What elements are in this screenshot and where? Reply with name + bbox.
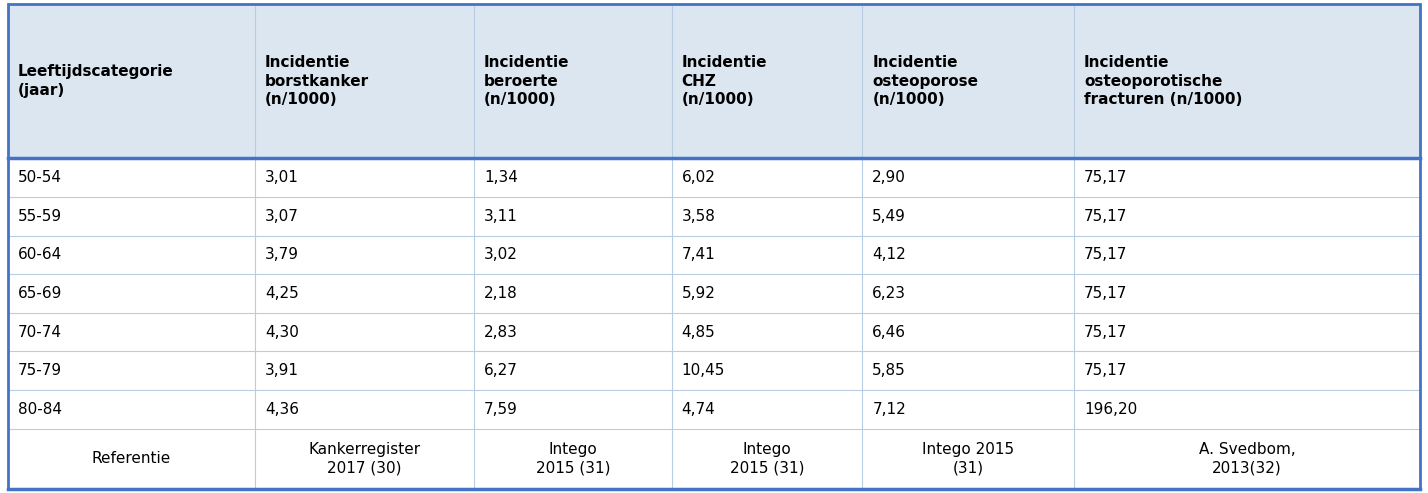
- Text: Incidentie
osteoporotische
fracturen (n/1000): Incidentie osteoporotische fracturen (n/…: [1084, 55, 1242, 107]
- Text: Incidentie
borstkanker
(n/1000): Incidentie borstkanker (n/1000): [266, 55, 370, 107]
- Text: 75,17: 75,17: [1084, 170, 1128, 185]
- Text: 6,02: 6,02: [681, 170, 715, 185]
- Bar: [9, 274, 1419, 313]
- Text: 6,46: 6,46: [873, 324, 907, 340]
- Text: 6,23: 6,23: [873, 286, 907, 301]
- Text: Incidentie
beroerte
(n/1000): Incidentie beroerte (n/1000): [484, 55, 570, 107]
- Text: 4,25: 4,25: [266, 286, 298, 301]
- Bar: [9, 236, 1419, 274]
- Text: 75,17: 75,17: [1084, 324, 1128, 340]
- Text: Intego 2015
(31): Intego 2015 (31): [922, 442, 1014, 476]
- Text: 50-54: 50-54: [19, 170, 61, 185]
- Text: 7,41: 7,41: [681, 247, 715, 262]
- Text: 55-59: 55-59: [19, 209, 63, 224]
- Text: 2,83: 2,83: [484, 324, 518, 340]
- Text: Intego
2015 (31): Intego 2015 (31): [730, 442, 804, 476]
- Text: 3,58: 3,58: [681, 209, 715, 224]
- Text: Referentie: Referentie: [91, 451, 171, 466]
- Text: 5,92: 5,92: [681, 286, 715, 301]
- Bar: [9, 4, 1419, 158]
- Text: Leeftijdscategorie
(jaar): Leeftijdscategorie (jaar): [19, 65, 174, 98]
- Bar: [9, 428, 1419, 489]
- Text: 70-74: 70-74: [19, 324, 61, 340]
- Text: A. Svedbom,
2013(32): A. Svedbom, 2013(32): [1198, 442, 1295, 476]
- Text: 75,17: 75,17: [1084, 247, 1128, 262]
- Text: 2,90: 2,90: [873, 170, 907, 185]
- Text: 75-79: 75-79: [19, 363, 63, 378]
- Text: 196,20: 196,20: [1084, 402, 1137, 417]
- Text: 3,79: 3,79: [266, 247, 298, 262]
- Text: 4,30: 4,30: [266, 324, 298, 340]
- Text: 7,59: 7,59: [484, 402, 518, 417]
- Text: 75,17: 75,17: [1084, 363, 1128, 378]
- Text: 5,49: 5,49: [873, 209, 907, 224]
- Text: 4,12: 4,12: [873, 247, 905, 262]
- Text: 3,91: 3,91: [266, 363, 298, 378]
- Text: 80-84: 80-84: [19, 402, 61, 417]
- Text: 1,34: 1,34: [484, 170, 518, 185]
- Text: 3,01: 3,01: [266, 170, 298, 185]
- Bar: [9, 390, 1419, 428]
- Bar: [9, 352, 1419, 390]
- Text: Kankerregister
2017 (30): Kankerregister 2017 (30): [308, 442, 421, 476]
- Text: 3,02: 3,02: [484, 247, 518, 262]
- Text: 6,27: 6,27: [484, 363, 518, 378]
- Text: 75,17: 75,17: [1084, 286, 1128, 301]
- Text: 10,45: 10,45: [681, 363, 725, 378]
- Text: 3,11: 3,11: [484, 209, 518, 224]
- Text: 4,36: 4,36: [266, 402, 298, 417]
- Text: 60-64: 60-64: [19, 247, 63, 262]
- Text: Incidentie
osteoporose
(n/1000): Incidentie osteoporose (n/1000): [873, 55, 978, 107]
- Text: 2,18: 2,18: [484, 286, 518, 301]
- Text: 4,85: 4,85: [681, 324, 715, 340]
- Text: Intego
2015 (31): Intego 2015 (31): [536, 442, 610, 476]
- Text: 4,74: 4,74: [681, 402, 715, 417]
- Bar: [9, 158, 1419, 197]
- Text: 3,07: 3,07: [266, 209, 298, 224]
- Text: 5,85: 5,85: [873, 363, 905, 378]
- Text: 65-69: 65-69: [19, 286, 63, 301]
- Bar: [9, 313, 1419, 352]
- Bar: [9, 197, 1419, 236]
- Text: Incidentie
CHZ
(n/1000): Incidentie CHZ (n/1000): [681, 55, 767, 107]
- Text: 7,12: 7,12: [873, 402, 905, 417]
- Text: 75,17: 75,17: [1084, 209, 1128, 224]
- Bar: [9, 428, 1419, 489]
